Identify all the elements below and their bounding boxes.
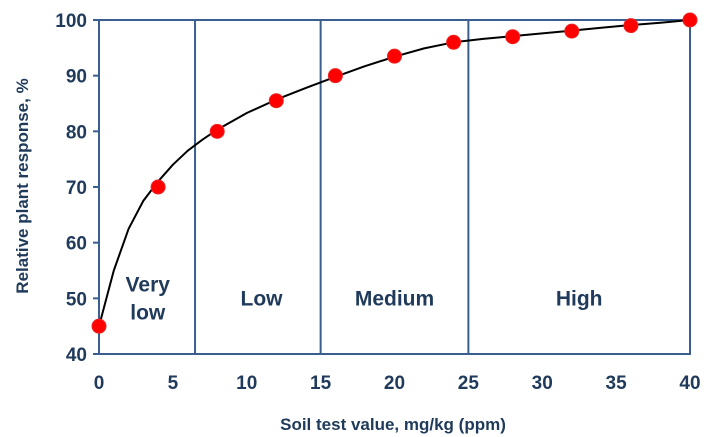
y-tick-label: 70	[66, 178, 87, 199]
zone-label: Low	[241, 287, 284, 310]
data-point	[623, 18, 639, 34]
zones-group: Very low Low Medium High	[126, 20, 603, 354]
x-tick-label: 10	[236, 373, 257, 394]
data-point	[682, 12, 698, 28]
data-point	[564, 23, 580, 39]
data-point	[387, 48, 402, 64]
x-tick-label: 30	[532, 373, 553, 394]
curve-group	[98, 19, 691, 327]
y-tick-label: 90	[66, 67, 87, 88]
data-point	[91, 318, 107, 334]
zone-label: High	[556, 287, 603, 310]
zone-label: Very	[126, 273, 171, 296]
data-point	[505, 29, 521, 45]
y-axis-title: Relative plant response, %	[13, 78, 32, 293]
y-tick-label: 40	[66, 345, 87, 366]
data-point	[150, 179, 166, 195]
x-tick-label: 20	[384, 373, 405, 394]
x-tick-label: 40	[679, 373, 700, 394]
points-group	[91, 12, 698, 334]
data-point	[446, 34, 462, 50]
y-tick-label: 80	[66, 122, 87, 143]
data-point	[268, 93, 284, 109]
x-tick-label: 35	[606, 373, 628, 394]
data-point	[327, 68, 343, 84]
x-tick-label: 0	[94, 373, 105, 394]
ticks-group: 0 5 10 15 20 25 30 35 40 40 50 60 70 80 90 100	[55, 11, 700, 394]
x-tick-label: 5	[168, 373, 179, 394]
x-axis-title: Soil test value, mg/kg (ppm)	[280, 415, 506, 434]
y-tick-label: 60	[66, 234, 87, 255]
data-point	[209, 123, 225, 139]
zone-label: low	[130, 301, 166, 324]
y-tick-label: 100	[55, 11, 87, 32]
x-tick-label: 25	[458, 373, 480, 394]
zone-label: Medium	[355, 287, 434, 310]
x-tick-label: 15	[310, 373, 332, 394]
fitted-response-curve	[98, 19, 691, 327]
y-tick-label: 50	[66, 289, 87, 310]
